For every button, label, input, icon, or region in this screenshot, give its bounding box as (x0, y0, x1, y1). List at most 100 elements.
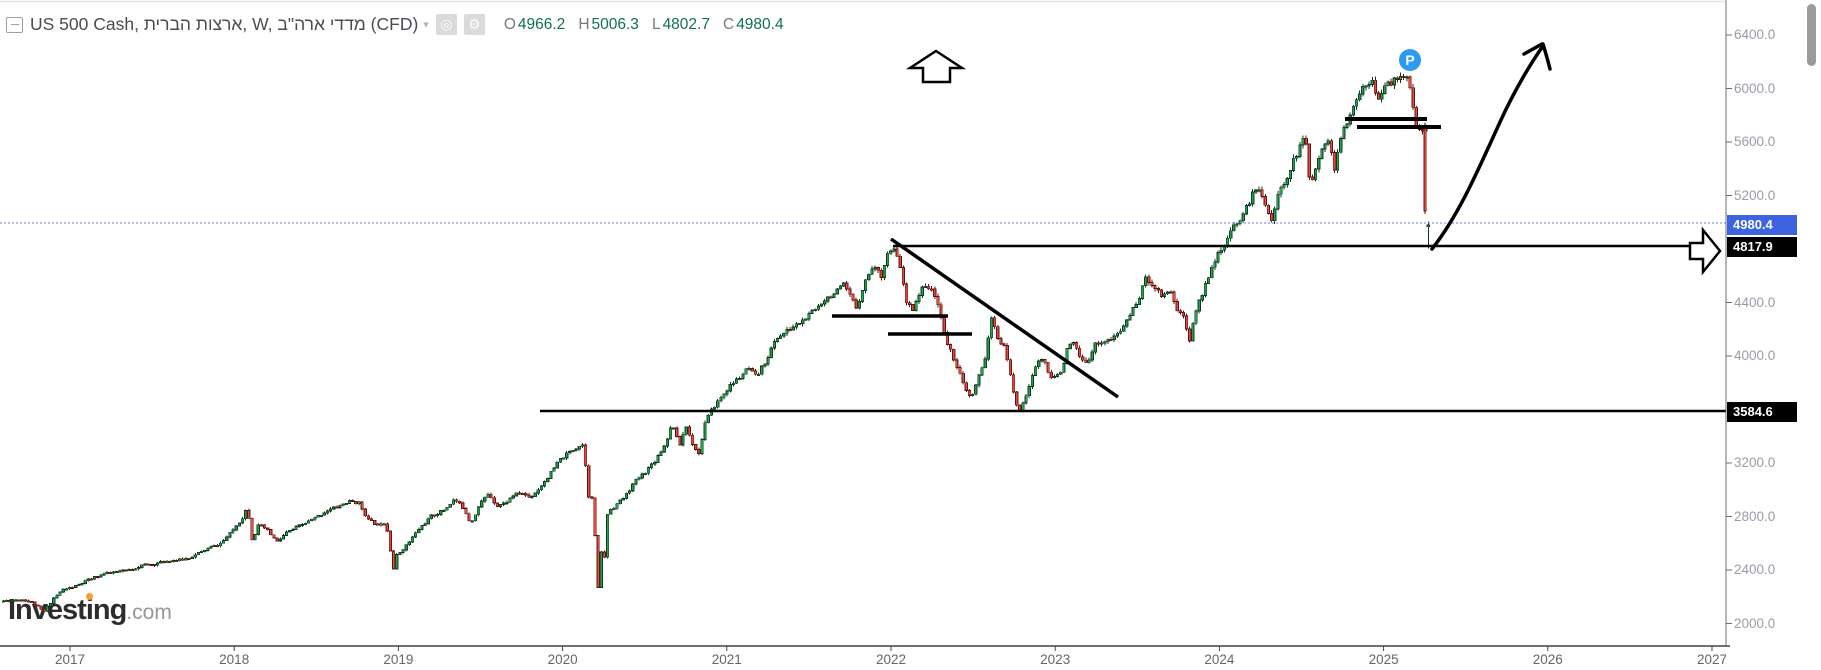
candle (1140, 285, 1145, 299)
candle (17, 599, 21, 602)
candle (1112, 335, 1116, 341)
year-label: 2026 (1532, 652, 1563, 667)
candle (332, 506, 336, 510)
candle (659, 451, 663, 456)
candle (923, 285, 928, 288)
year-label: 2018 (219, 652, 250, 667)
candle (980, 367, 984, 376)
candle (643, 472, 647, 475)
candle (668, 427, 673, 440)
candle (1370, 79, 1374, 85)
candle (351, 500, 355, 503)
candle (596, 535, 600, 588)
p-flag-marker[interactable] (1399, 49, 1421, 71)
candle (1342, 127, 1346, 139)
candle (492, 497, 496, 504)
candle (486, 493, 490, 498)
candle (1084, 359, 1088, 364)
candle (130, 569, 134, 572)
candle (1336, 151, 1340, 171)
candle (1046, 361, 1050, 373)
candle (1225, 237, 1230, 247)
candle (108, 571, 112, 574)
candle (363, 508, 367, 517)
candle (1033, 366, 1038, 377)
candle (1307, 143, 1311, 178)
candle (284, 531, 289, 536)
chevron-down-icon[interactable]: ▾ (423, 19, 429, 31)
candle (401, 549, 405, 553)
candle (146, 563, 150, 566)
candle (171, 560, 175, 563)
candle (898, 255, 902, 268)
gear-icon[interactable]: ⚙ (463, 14, 485, 35)
candle (612, 507, 616, 510)
candle (357, 501, 361, 505)
candle (1134, 304, 1138, 308)
scrollbar-thumb[interactable] (1807, 4, 1816, 66)
time-axis[interactable]: 2017 2018 2019 2020 2021 2022 2023 2024 2025 2026… (0, 646, 1726, 670)
candle (587, 465, 591, 498)
candle (322, 512, 326, 516)
downtrend-line[interactable] (890, 237, 1119, 399)
candle (1100, 342, 1104, 345)
target-icon[interactable]: ◎ (435, 14, 457, 35)
candle (1423, 128, 1427, 212)
candle (42, 608, 46, 612)
candle (514, 492, 518, 497)
candle (1254, 189, 1258, 193)
candle (766, 357, 770, 365)
candle (879, 269, 883, 278)
candle (1276, 193, 1280, 210)
block-right-arrow[interactable] (1688, 226, 1722, 276)
candle (115, 570, 119, 573)
candle (1125, 319, 1129, 327)
candle (627, 490, 632, 494)
candle (681, 433, 685, 446)
candle (206, 547, 210, 552)
low-label: L (651, 15, 661, 33)
candle (313, 516, 317, 520)
candle (1298, 144, 1302, 157)
candle (832, 293, 836, 298)
candle (1219, 249, 1223, 253)
block-up-arrow[interactable] (905, 49, 967, 84)
candle (1402, 76, 1406, 79)
candle (414, 532, 418, 538)
candle (1093, 342, 1097, 353)
candle (694, 444, 698, 450)
candle (854, 299, 858, 309)
candle (376, 523, 380, 526)
candle (1269, 213, 1274, 222)
candle (1175, 300, 1179, 312)
candle (152, 564, 157, 567)
candle (483, 496, 487, 502)
candle (782, 332, 786, 337)
candle (618, 499, 622, 505)
candle (121, 569, 125, 572)
candle (574, 448, 578, 451)
collapse-pane-icon[interactable] (6, 16, 23, 33)
candle (303, 522, 308, 525)
candle (1339, 138, 1343, 153)
candle (546, 478, 550, 482)
candle (111, 571, 116, 574)
candle (240, 518, 245, 524)
candle (1184, 315, 1189, 330)
candle (568, 450, 572, 454)
candle (646, 467, 651, 474)
candle (829, 296, 833, 299)
candle (1068, 343, 1072, 349)
candle (1329, 140, 1333, 153)
drawn-up-arrow[interactable] (1430, 42, 1552, 251)
candle (656, 455, 660, 463)
candle (631, 483, 635, 492)
candle (989, 317, 994, 339)
candle (1162, 293, 1167, 297)
symbol-title[interactable]: US 500 Cash, ארצות הברית, W, מדדי ארה"ב … (30, 14, 419, 34)
candle (184, 557, 188, 561)
candle (1332, 152, 1337, 171)
candle (360, 501, 364, 510)
